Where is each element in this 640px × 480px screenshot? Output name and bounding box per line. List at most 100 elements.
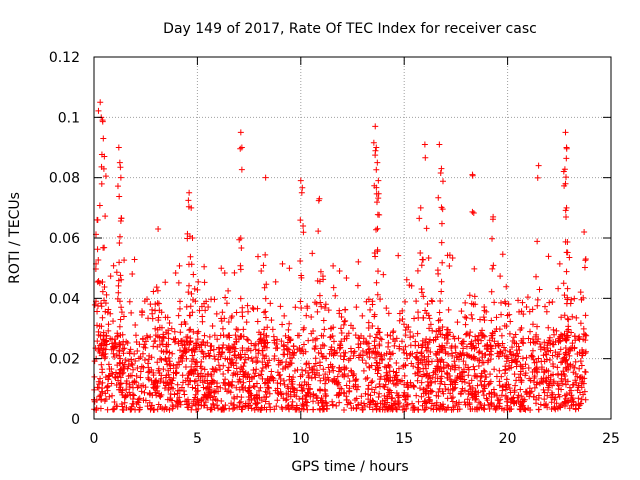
data-point	[177, 401, 184, 408]
data-point	[562, 381, 569, 388]
data-point	[323, 355, 330, 362]
data-point	[342, 317, 349, 324]
data-point	[351, 348, 358, 355]
data-point	[544, 340, 551, 347]
data-point	[270, 333, 277, 340]
data-point	[384, 399, 391, 406]
data-point	[518, 393, 525, 400]
data-point	[498, 392, 505, 399]
data-point	[156, 307, 163, 314]
data-point	[177, 355, 184, 362]
data-point	[512, 382, 519, 389]
data-point	[156, 334, 163, 341]
data-point	[168, 384, 175, 391]
data-point	[582, 396, 589, 403]
data-point	[527, 328, 534, 335]
data-point	[98, 300, 105, 307]
data-point	[158, 348, 165, 355]
data-point	[420, 390, 427, 397]
data-point	[415, 398, 422, 405]
data-point	[451, 385, 458, 392]
y-tick-label: 0.08	[49, 171, 80, 187]
data-point	[198, 365, 205, 372]
data-point	[560, 368, 567, 375]
data-point	[480, 392, 487, 399]
data-point	[412, 338, 419, 345]
data-point	[319, 353, 326, 360]
data-point	[147, 390, 154, 397]
data-point	[436, 309, 443, 316]
data-point	[254, 318, 261, 325]
data-point	[377, 353, 384, 360]
data-point	[254, 305, 261, 312]
data-point	[137, 374, 144, 381]
data-point	[114, 183, 121, 190]
data-point	[463, 343, 470, 350]
data-point	[330, 262, 337, 269]
data-point	[546, 337, 553, 344]
data-point	[353, 405, 360, 412]
data-point	[101, 244, 108, 251]
data-point	[563, 249, 570, 256]
data-point	[333, 349, 340, 356]
data-point	[313, 335, 320, 342]
data-point	[154, 383, 161, 390]
data-point	[502, 363, 509, 370]
data-point	[577, 358, 584, 365]
data-point	[420, 314, 427, 321]
data-point	[465, 372, 472, 379]
data-point	[235, 378, 242, 385]
data-point	[399, 307, 406, 314]
data-point	[530, 339, 537, 346]
data-point	[386, 356, 393, 363]
data-point	[236, 376, 243, 383]
data-point	[250, 306, 257, 313]
data-point	[346, 385, 353, 392]
data-point	[188, 358, 195, 365]
data-point	[119, 370, 126, 377]
data-point	[118, 215, 125, 222]
data-point	[445, 363, 452, 370]
data-point	[134, 348, 141, 355]
data-point	[153, 392, 160, 399]
data-point	[383, 305, 390, 312]
data-point	[370, 398, 377, 405]
data-point	[377, 335, 384, 342]
data-point	[481, 343, 488, 350]
data-point	[231, 395, 238, 402]
data-point	[393, 335, 400, 342]
data-point	[404, 384, 411, 391]
data-point	[257, 335, 264, 342]
data-point	[402, 326, 409, 333]
data-point	[233, 309, 240, 316]
data-point	[211, 368, 218, 375]
data-point	[101, 283, 108, 290]
data-point	[108, 346, 115, 353]
data-point	[372, 354, 379, 361]
data-point	[283, 358, 290, 365]
data-point	[117, 316, 124, 323]
data-point	[509, 344, 516, 351]
data-point	[273, 403, 280, 410]
data-point	[287, 355, 294, 362]
data-point	[274, 379, 281, 386]
data-point	[471, 293, 478, 300]
data-point	[476, 399, 483, 406]
data-point	[185, 197, 192, 204]
data-point	[462, 299, 469, 306]
data-point	[130, 400, 137, 407]
data-point	[479, 327, 486, 334]
data-point	[337, 325, 344, 332]
data-point	[554, 364, 561, 371]
data-point	[149, 315, 156, 322]
data-point	[210, 346, 217, 353]
data-point	[461, 352, 468, 359]
data-point	[531, 375, 538, 382]
data-point	[178, 384, 185, 391]
data-point	[266, 390, 273, 397]
data-point	[243, 336, 250, 343]
data-point	[493, 404, 500, 411]
data-point	[441, 406, 448, 413]
data-point	[321, 342, 328, 349]
data-point	[372, 147, 379, 154]
